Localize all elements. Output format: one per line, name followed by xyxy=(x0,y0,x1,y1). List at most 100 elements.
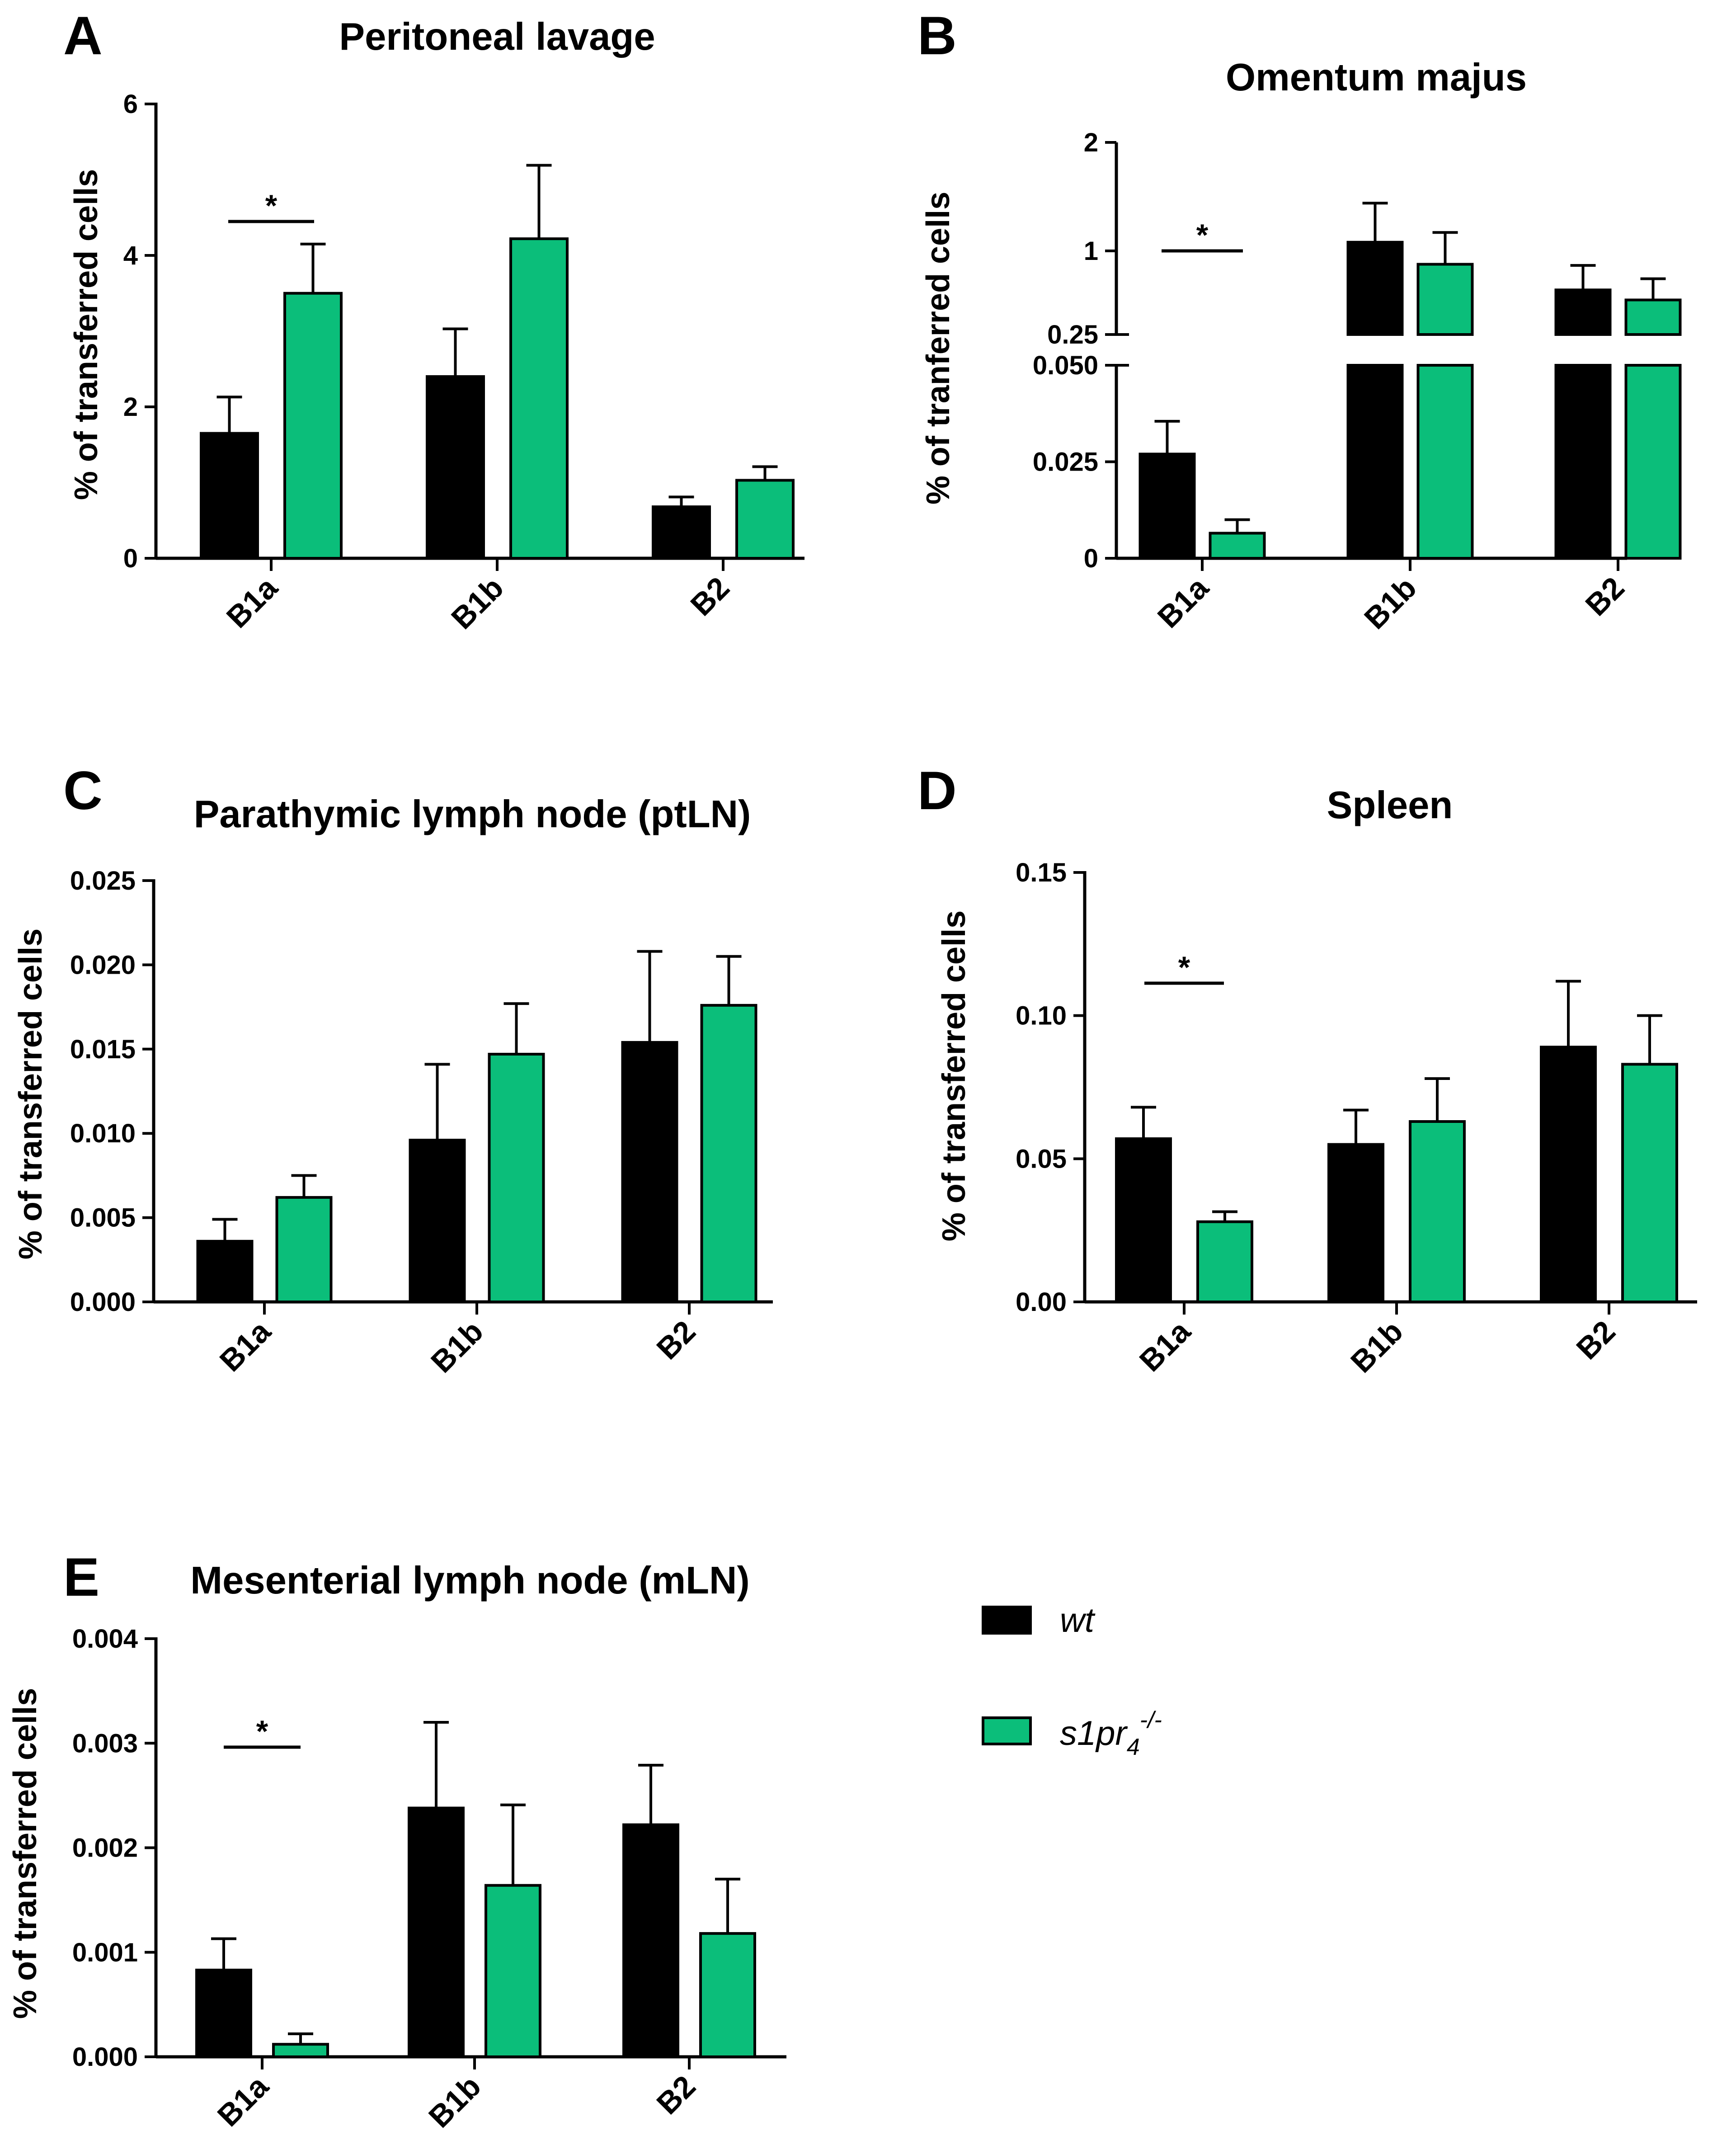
bar-wt xyxy=(1327,1143,1384,1304)
legend-swatch-s1pr4 xyxy=(982,1716,1032,1745)
y-tick-label: 0.005 xyxy=(70,1203,136,1233)
x-tick-label: B1b xyxy=(1358,570,1423,636)
panel-a: A Peritoneal lavage % of transferred cel… xyxy=(63,5,804,636)
y-tick-label: 2 xyxy=(1084,128,1098,157)
bar-s1pr4 xyxy=(485,1884,541,2058)
bar-wt-lower xyxy=(1554,364,1612,560)
legend: wt s1pr4-/- xyxy=(982,1601,1162,1760)
bar-wt xyxy=(196,1240,254,1303)
x-tick-label: B1a xyxy=(1133,1314,1198,1378)
bar-s1pr4 xyxy=(283,292,343,560)
bar-wt xyxy=(409,1139,466,1304)
y-tick-label: 0.010 xyxy=(70,1119,136,1148)
bar-s1pr4-upper xyxy=(1624,298,1682,336)
y-tick-label: 0.002 xyxy=(72,1833,138,1863)
panel-d: D Spleen % of transferred cells 0.00 0.05… xyxy=(917,760,1697,1379)
y-tick-label: 0.025 xyxy=(1033,448,1098,477)
y-tick-label: 0.050 xyxy=(1033,351,1098,380)
panel-letter: A xyxy=(63,5,103,66)
bar-wt xyxy=(426,375,485,560)
y-axis-label: % of tranferred cells xyxy=(920,192,956,504)
x-tick-label: B1a xyxy=(211,2069,276,2133)
bar-s1pr4 xyxy=(1409,1120,1466,1303)
y-tick-label: 0.15 xyxy=(1016,858,1067,887)
bar-s1pr4 xyxy=(1621,1063,1678,1303)
legend-swatch-wt xyxy=(982,1606,1032,1635)
y-tick-label: 0.00 xyxy=(1016,1287,1067,1317)
y-tick-label: 6 xyxy=(123,90,138,119)
y-tick-label: 4 xyxy=(123,241,138,270)
bar-wt xyxy=(200,432,259,560)
y-tick-label: 0.003 xyxy=(72,1729,138,1758)
y-tick-label: 0.05 xyxy=(1016,1144,1067,1174)
marks: 0 2 4 6 B1a B1b B2 * xyxy=(123,90,804,636)
bar-s1pr4 xyxy=(1196,1220,1253,1304)
bar-s1pr4-lower xyxy=(1624,364,1682,560)
bar-s1pr4-upper xyxy=(1416,263,1474,336)
y-tick-label: 0 xyxy=(1084,544,1098,573)
panel-letter: B xyxy=(917,5,957,66)
bar-s1pr4-lower xyxy=(1416,364,1474,560)
x-tick-label: B1b xyxy=(445,570,510,636)
bar-wt-upper xyxy=(1346,240,1404,336)
x-tick-label: B2 xyxy=(1570,1314,1622,1366)
y-axis-label: % of transferred cells xyxy=(68,169,104,500)
chart-title: Peritoneal lavage xyxy=(339,15,655,58)
legend-label-sup: -/- xyxy=(1140,1707,1162,1733)
chart-title: Omentum majus xyxy=(1226,56,1527,99)
chart-title: Mesenterial lymph node (mLN) xyxy=(190,1559,749,1602)
x-tick-label: B1b xyxy=(424,1314,490,1380)
x-tick-label: B1a xyxy=(220,570,285,635)
bar-wt xyxy=(1540,1046,1597,1303)
chart-title: Parathymic lymph node (ptLN) xyxy=(194,793,751,836)
significance-star: * xyxy=(265,189,278,223)
y-axis-label: % of transferred cells xyxy=(13,929,49,1259)
x-tick-label: B2 xyxy=(650,2069,702,2121)
bar-wt xyxy=(408,1806,465,2058)
bar-s1pr4 xyxy=(699,1932,756,2058)
panel-letter: C xyxy=(63,760,103,821)
x-tick-label: B1a xyxy=(213,1314,278,1378)
significance-star: * xyxy=(1196,218,1209,252)
bar-wt-upper xyxy=(1554,288,1612,336)
bar-wt xyxy=(622,1823,679,2058)
x-tick-label: B2 xyxy=(650,1314,702,1366)
y-tick-label: 0.020 xyxy=(70,950,136,980)
x-tick-label: B1a xyxy=(1151,570,1216,635)
bar-s1pr4 xyxy=(275,1196,333,1304)
y-tick-label: 1 xyxy=(1084,236,1098,266)
y-tick-label: 0.015 xyxy=(70,1035,136,1064)
y-tick-label: 0.10 xyxy=(1016,1001,1067,1031)
x-tick-label: B2 xyxy=(1579,570,1631,622)
y-tick-label: 2 xyxy=(123,392,138,422)
y-tick-label: 0.004 xyxy=(72,1624,138,1654)
y-axis-label: % of transferred cells xyxy=(936,910,972,1241)
legend-label-s1pr4: s1pr4-/- xyxy=(1060,1707,1162,1760)
y-tick-label: 0 xyxy=(123,544,138,573)
legend-label-sub: 4 xyxy=(1127,1734,1140,1760)
chart-title: Spleen xyxy=(1327,784,1453,827)
x-tick-label: B2 xyxy=(684,570,736,622)
legend-label-wt: wt xyxy=(1060,1601,1096,1640)
bar-s1pr4 xyxy=(1209,532,1266,560)
y-tick-label: 0.025 xyxy=(70,866,136,896)
panel-b: B Omentum majus % of tranferred cells 0 0… xyxy=(917,5,1682,636)
panel-letter: D xyxy=(917,760,957,821)
x-tick-label: B1b xyxy=(1344,1314,1410,1380)
significance-star: * xyxy=(1178,950,1190,985)
bar-wt xyxy=(1115,1137,1172,1303)
marks: 0.000 0.005 0.010 0.015 0.020 0.025 B1a B1b B2 xyxy=(70,866,773,1379)
legend-label-main: s1pr xyxy=(1060,1714,1128,1753)
panel-letter: E xyxy=(63,1547,99,1607)
y-tick-label: 0.001 xyxy=(72,1938,138,1967)
y-tick-label: 0.000 xyxy=(70,1287,136,1317)
bar-s1pr4 xyxy=(509,237,569,560)
significance-star: * xyxy=(256,1714,268,1749)
panel-c: C Parathymic lymph node (ptLN) % of tran… xyxy=(13,760,773,1379)
bar-wt xyxy=(1139,452,1196,560)
y-tick-label: 0.000 xyxy=(72,2042,138,2072)
bar-s1pr4 xyxy=(272,2043,329,2058)
y-axis-label: % of transferred cells xyxy=(7,1688,43,2019)
bar-wt xyxy=(652,505,711,560)
